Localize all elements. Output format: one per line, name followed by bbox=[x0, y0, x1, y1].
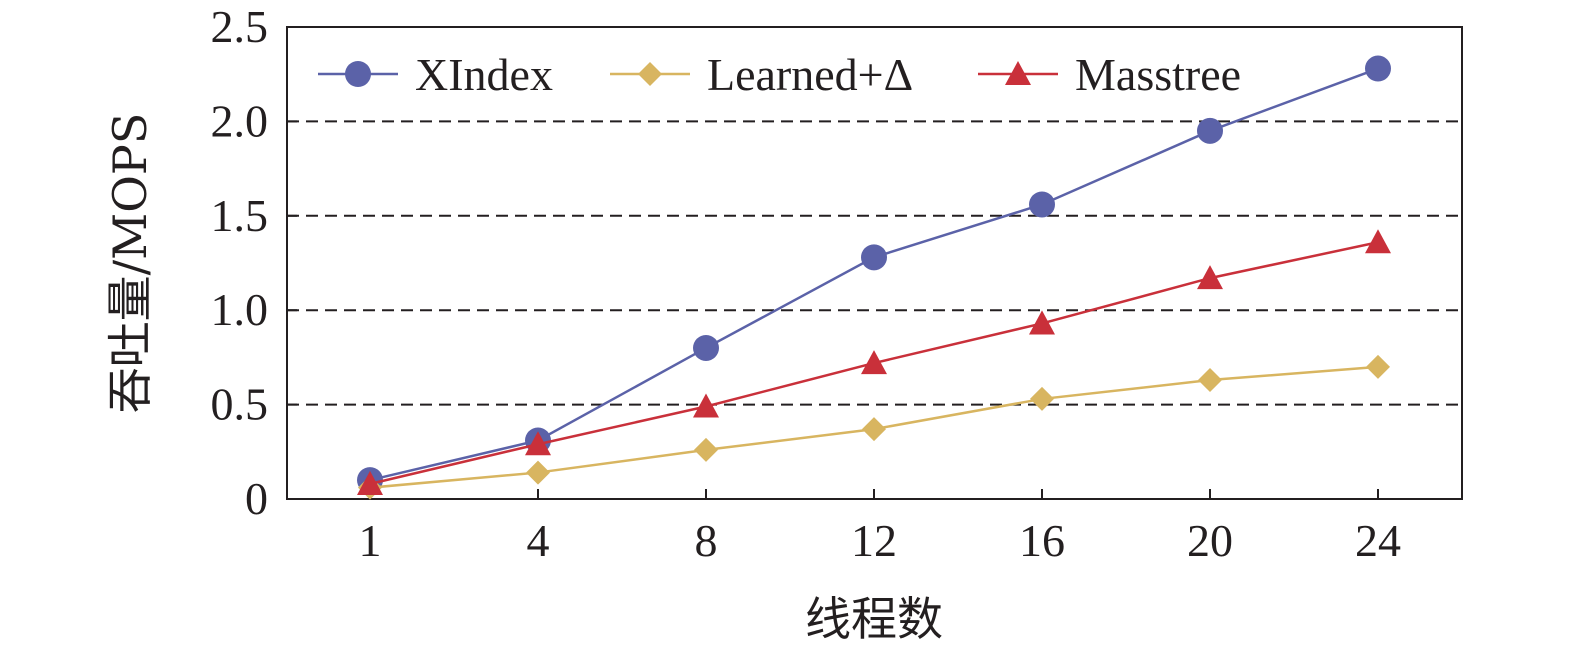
y-tick-label: 1.5 bbox=[211, 190, 269, 241]
legend-marker bbox=[345, 61, 371, 87]
data-point bbox=[861, 244, 887, 270]
data-point bbox=[1029, 310, 1055, 334]
legend-label: XIndex bbox=[415, 49, 553, 100]
legend: XIndex Learned+Δ Masstree bbox=[318, 49, 1241, 100]
x-tick-label: 1 bbox=[359, 515, 382, 566]
x-axis: 1 4 8 12 16 20 24 bbox=[359, 489, 1402, 566]
series-layer bbox=[357, 56, 1391, 500]
x-tick-label: 4 bbox=[527, 515, 550, 566]
x-tick-label: 16 bbox=[1019, 515, 1065, 566]
data-point bbox=[1198, 368, 1222, 392]
legend-marker bbox=[638, 62, 662, 86]
legend-item: XIndex bbox=[318, 49, 553, 100]
data-point bbox=[1365, 229, 1391, 253]
data-point bbox=[694, 438, 718, 462]
data-point bbox=[1366, 355, 1390, 379]
x-axis-title: 线程数 bbox=[805, 592, 943, 646]
data-point bbox=[1197, 118, 1223, 144]
data-point bbox=[526, 461, 550, 485]
y-tick-label: 2.5 bbox=[211, 1, 269, 52]
series-learned bbox=[358, 355, 1390, 500]
y-tick-label: 1.0 bbox=[211, 284, 269, 335]
y-tick-label: 0 bbox=[245, 473, 268, 524]
data-point bbox=[1030, 387, 1054, 411]
data-point bbox=[1365, 56, 1391, 82]
legend-item: Masstree bbox=[978, 49, 1241, 100]
legend-item: Learned+Δ bbox=[610, 49, 913, 100]
y-tick-label: 0.5 bbox=[211, 379, 269, 430]
x-tick-label: 20 bbox=[1187, 515, 1233, 566]
legend-label: Learned+Δ bbox=[707, 49, 913, 100]
data-point bbox=[693, 335, 719, 361]
x-tick-label: 12 bbox=[851, 515, 897, 566]
x-tick-label: 24 bbox=[1355, 515, 1401, 566]
x-tick-label: 8 bbox=[695, 515, 718, 566]
y-axis: 0 0.5 1.0 1.5 2.0 2.5 bbox=[211, 1, 298, 524]
y-tick-label: 2.0 bbox=[211, 95, 269, 146]
data-point bbox=[862, 417, 886, 441]
y-axis-title: 吞吐量/MOPS bbox=[103, 113, 157, 414]
data-point bbox=[1029, 191, 1055, 217]
legend-label: Masstree bbox=[1075, 49, 1241, 100]
